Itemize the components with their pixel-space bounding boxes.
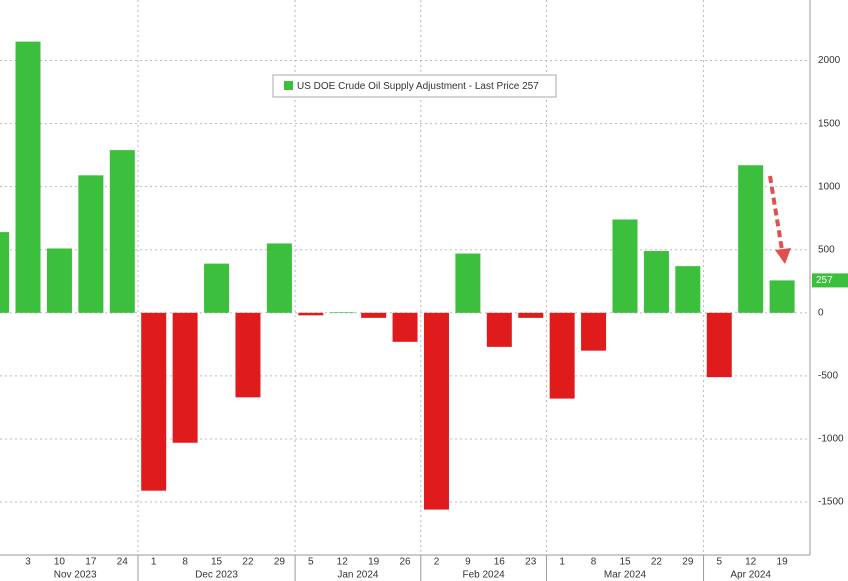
y-tick-label: 2000 [818,55,841,66]
x-tick-label: 29 [274,557,286,568]
bar [141,312,167,491]
bar [675,266,701,313]
y-tick-label: 500 [818,244,835,255]
month-label: Jan 2024 [337,570,379,581]
bar [392,312,418,342]
bar [518,312,544,318]
x-tick-label: 22 [242,557,254,568]
legend-swatch [284,81,293,90]
last-price-tag [812,273,848,288]
x-tick-label: 15 [619,557,631,568]
bar [612,219,638,313]
grid-layer [0,0,810,555]
bar [643,251,669,313]
x-tick-label: 19 [777,557,789,568]
y-tick-label: 1500 [818,118,841,129]
arrow-shaft [768,175,784,251]
x-tick-label: 1 [559,557,565,568]
month-label: Mar 2024 [604,570,647,581]
x-tick-label: 3 [25,557,31,568]
x-tick-label: 23 [525,557,537,568]
y-tick-label: -500 [818,371,838,382]
x-tick-label: 5 [308,557,314,568]
legend: US DOE Crude Oil Supply Adjustment - Las… [272,74,557,98]
bar [423,312,449,510]
month-label: Feb 2024 [462,570,505,581]
bar [109,150,135,313]
x-tick-label: 22 [651,557,663,568]
x-tick-label: 29 [682,557,694,568]
arrow-head [775,248,791,264]
month-label: Nov 2023 [54,570,97,581]
bar [738,165,764,313]
x-tick-label: 16 [494,557,506,568]
bar [455,253,481,313]
annotation-arrow [768,175,791,264]
bar [15,41,41,313]
bar-layer [0,41,795,510]
x-tick-label: 8 [182,557,188,568]
bar [298,312,324,316]
y-tick-label: -1000 [818,434,844,445]
bar [361,312,387,318]
y-tick-label: -1500 [818,497,844,508]
legend-box [272,74,557,98]
x-tick-label: 1 [151,557,157,568]
bar [172,312,198,443]
y-tick-label: 1000 [818,181,841,192]
bar [329,312,355,313]
month-label: Apr 2024 [730,570,771,581]
bar [78,175,104,313]
x-tick-label: 15 [211,557,223,568]
last-price-label: 257 [816,275,833,286]
bar [706,312,732,378]
x-tick-label: 9 [465,557,471,568]
legend-label: US DOE Crude Oil Supply Adjustment - Las… [297,81,539,92]
bar [769,280,795,313]
bar [204,263,230,313]
x-tick-label: 12 [745,557,757,568]
x-tick-label: 19 [368,557,380,568]
month-label: Dec 2023 [195,570,238,581]
x-tick-label: 12 [337,557,349,568]
bar [486,312,512,347]
x-tick-label: 24 [117,557,129,568]
x-tick-label: 5 [716,557,722,568]
x-tick-label: 2 [434,557,440,568]
y-tick-label: 0 [818,307,824,318]
x-tick-label: 17 [85,557,97,568]
x-tick-label: 26 [399,557,411,568]
bar [581,312,607,351]
x-tick-label: 10 [54,557,66,568]
x-tick-label: 8 [591,557,597,568]
bar [0,232,10,313]
bar [46,248,72,313]
bar [266,243,292,313]
bar [549,312,575,399]
bar [235,312,261,398]
